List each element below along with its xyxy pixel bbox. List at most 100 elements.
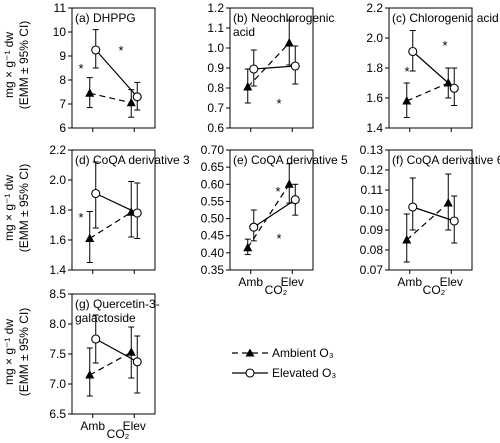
panel-title: (c) Chlorogenic acid — [392, 11, 499, 25]
panel-frame — [388, 149, 473, 271]
y-tick-label: 2.0 — [366, 31, 383, 45]
legend-ambient-triangle-icon — [245, 348, 255, 357]
elevated-point-circle — [132, 357, 142, 367]
y-tick-label: 8.5 — [49, 287, 66, 301]
y-tick-label: 1.6 — [49, 233, 66, 247]
elevated-series-line — [253, 199, 296, 228]
elevated-series-line — [253, 65, 296, 70]
y-tick-label: 0.13 — [360, 143, 384, 157]
significance-star: * — [275, 184, 280, 199]
ambient-series-line — [89, 211, 132, 240]
ambient-point-triangle — [126, 97, 136, 107]
elevated-point-circle — [91, 188, 101, 199]
ambient-series-line — [89, 351, 132, 376]
x-tick-label: Amb — [80, 419, 105, 433]
xlabel-f: CO₂ — [423, 283, 446, 297]
elevated-point-circle — [132, 92, 142, 102]
ylabel-row2-line2: (EMM ± 95% CI) — [17, 164, 31, 253]
panel-f: 0.07 0.08 0.09 0.10 0.11 0.12 0.13 Amb Elev (f) C… — [360, 143, 500, 289]
y-tick-label: 0.70 — [201, 143, 225, 157]
panel-c: 1.4 1.6 1.8 2.0 2.2 (c) Chlorogenic acid * * — [366, 1, 498, 135]
y-tick-label: 1.6 — [366, 91, 383, 105]
y-tick-label: 0.7 — [207, 101, 224, 115]
ylabel-row3-line1: mg × g⁻¹ dw — [2, 319, 16, 385]
panel-frame — [71, 7, 156, 129]
y-tick-label: 7.5 — [49, 347, 66, 361]
elevated-point-circle — [91, 45, 101, 55]
y-tick-label: 0.40 — [201, 246, 225, 260]
y-tick-label: 0.65 — [201, 160, 225, 174]
y-tick-label: 7.0 — [49, 377, 66, 391]
y-tick-label: 2.0 — [49, 173, 66, 187]
y-tick-label: 7 — [59, 97, 66, 111]
ambient-series-line — [406, 82, 449, 102]
significance-star: * — [118, 43, 123, 58]
ambient-point-triangle — [443, 198, 453, 207]
xlabel-g: CO₂ — [107, 427, 130, 441]
significance-star: * — [78, 61, 83, 76]
y-tick-label: 0.8 — [207, 81, 224, 95]
ambient-point-triangle — [284, 179, 294, 188]
ambient-series-line — [247, 42, 290, 88]
elevated-point-circle — [290, 195, 300, 205]
elevated-point-circle — [449, 83, 459, 93]
elevated-point-circle — [449, 216, 459, 226]
elevated-series-line — [95, 192, 138, 214]
ambient-point-triangle — [85, 370, 95, 379]
elevated-series-line — [412, 51, 455, 89]
ambient-series-line — [247, 183, 290, 249]
x-tick-label: Elev — [281, 275, 304, 289]
y-tick-label: 8 — [59, 73, 66, 87]
significance-star: * — [276, 96, 281, 111]
elevated-point-circle — [408, 46, 418, 57]
elevated-series-line — [95, 49, 138, 98]
ylabel-row1-line2: (EMM ± 95% CI) — [17, 21, 31, 110]
x-tick-label: Elev — [123, 419, 146, 433]
y-tick-label: 10 — [53, 25, 67, 39]
y-tick-label: 1.4 — [49, 263, 66, 277]
y-tick-label: 6 — [59, 121, 66, 135]
y-tick-label: 6.5 — [49, 407, 66, 421]
panels-layer: 6 7 8 9 10 11 (a) DHPPG * * 0.6 0.7 0.8 0.9 1.0 1.1 1.2… — [49, 1, 500, 433]
ambient-series-line — [89, 92, 132, 104]
y-tick-label: 8.0 — [49, 317, 66, 331]
panel-g: 6.5 7.0 7.5 8.0 8.5 Amb Elev (g) Quercetin-3-ga… — [49, 287, 159, 433]
y-tick-label: 11 — [54, 1, 67, 15]
ylabel-row1-line1: mg × g⁻¹ dw — [2, 32, 16, 98]
legend: Ambient O₃ Elevated O₃ — [232, 346, 336, 380]
y-tick-label: 0.55 — [201, 194, 225, 208]
legend-elevated-circle-icon — [245, 368, 255, 378]
y-tick-label: 0.6 — [207, 121, 224, 135]
y-tick-label: 1.2 — [207, 1, 224, 15]
panel-title: (b) Neochlorogenic — [233, 11, 334, 25]
x-tick-label: Elev — [440, 275, 463, 289]
y-tick-label: 1.8 — [366, 61, 383, 75]
panel-e: 0.35 0.40 0.45 0.50 0.55 0.60 0.65 0.70 Amb Elev (… — [201, 143, 348, 289]
y-tick-label: 0.60 — [201, 177, 225, 191]
y-tick-label: 0.50 — [201, 212, 225, 226]
elevated-point-circle — [290, 61, 300, 71]
panel-a: 6 7 8 9 10 11 (a) DHPPG * * — [53, 1, 156, 135]
y-tick-label: 0.09 — [360, 223, 384, 237]
y-tick-label: 2.2 — [49, 143, 66, 157]
ambient-point-triangle — [402, 235, 412, 244]
ylabel-row2-line1: mg × g⁻¹ dw — [2, 175, 16, 241]
y-tick-label: 0.08 — [360, 243, 384, 257]
elevated-series-line — [95, 338, 138, 363]
y-tick-label: 0.07 — [360, 263, 384, 277]
xlabel-e: CO₂ — [265, 283, 288, 297]
panel-title: acid — [233, 25, 255, 39]
ambient-point-triangle — [243, 242, 253, 252]
panel-title: (g) Quercetin-3- — [75, 297, 160, 311]
ambient-point-triangle — [85, 233, 95, 242]
ambient-point-triangle — [284, 38, 294, 47]
ambient-point-triangle — [402, 96, 412, 105]
panel-title: (d) CoQA derivative 3 — [75, 153, 190, 167]
y-tick-label: 9 — [59, 49, 66, 63]
y-tick-label: 1.1 — [207, 21, 224, 35]
panel-title: galactoside — [75, 311, 136, 325]
ylabel-row3-line2: (EMM ± 95% CI) — [17, 308, 31, 397]
legend-ambient-label: Ambient O₃ — [272, 346, 334, 360]
significance-star: * — [442, 38, 447, 53]
ambient-point-triangle — [85, 88, 95, 97]
